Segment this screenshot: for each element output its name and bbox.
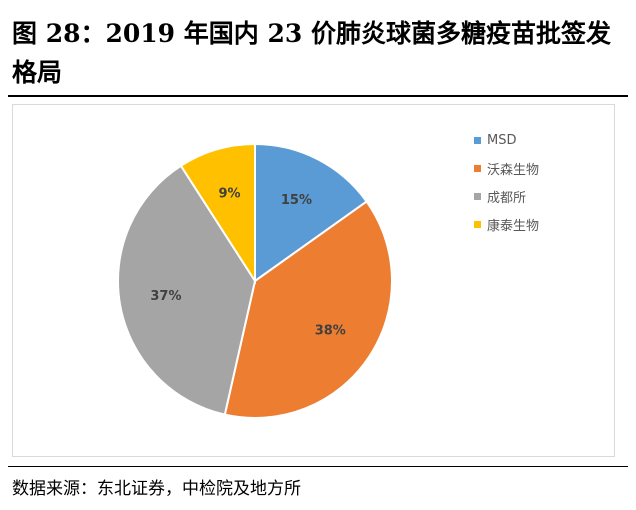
pie-chart: 15% 38% 37% 9% — [117, 142, 393, 419]
pie-slice-walvax — [223, 200, 393, 419]
figure-title: 图 28：2019 年国内 23 价肺炎球菌多糖疫苗批签发格局 — [12, 19, 611, 87]
legend-label-msd: MSD — [487, 132, 517, 148]
title-divider — [8, 95, 628, 97]
legend-item-cansino: 康泰生物 — [474, 210, 594, 238]
legend-swatch-cansino — [474, 220, 481, 228]
legend-item-chengdu: 成都所 — [474, 182, 594, 210]
pie-slice-msd — [254, 142, 368, 283]
legend-label-chengdu: 成都所 — [487, 190, 527, 206]
data-label-walvax: 38% — [315, 324, 346, 339]
legend-item-msd: MSD — [474, 126, 594, 154]
data-label-cansino: 9% — [218, 187, 240, 202]
pie-slices — [117, 142, 393, 419]
legend-swatch-msd — [474, 136, 481, 144]
chart-legend: MSD 沃森生物成都所康泰生物 — [474, 126, 594, 238]
data-label-chengdu: 37% — [150, 289, 181, 304]
legend-label-walvax: 沃森生物 — [487, 162, 540, 178]
legend-label-cansino: 康泰生物 — [487, 218, 540, 234]
pie-labels: 15% 38% 37% 9% — [150, 187, 345, 339]
legend-swatch-chengdu — [474, 192, 481, 200]
data-label-msd: 15% — [281, 193, 312, 208]
legend-swatch-walvax — [474, 164, 481, 172]
source-divider — [8, 466, 628, 467]
source-note: 数据来源：东北证券，中检院及地方所 — [12, 479, 301, 499]
legend-item-walvax: 沃森生物 — [474, 154, 594, 182]
chart-frame: 15% 38% 37% 9% — [12, 104, 615, 457]
pie-slice-cansino — [179, 142, 256, 285]
